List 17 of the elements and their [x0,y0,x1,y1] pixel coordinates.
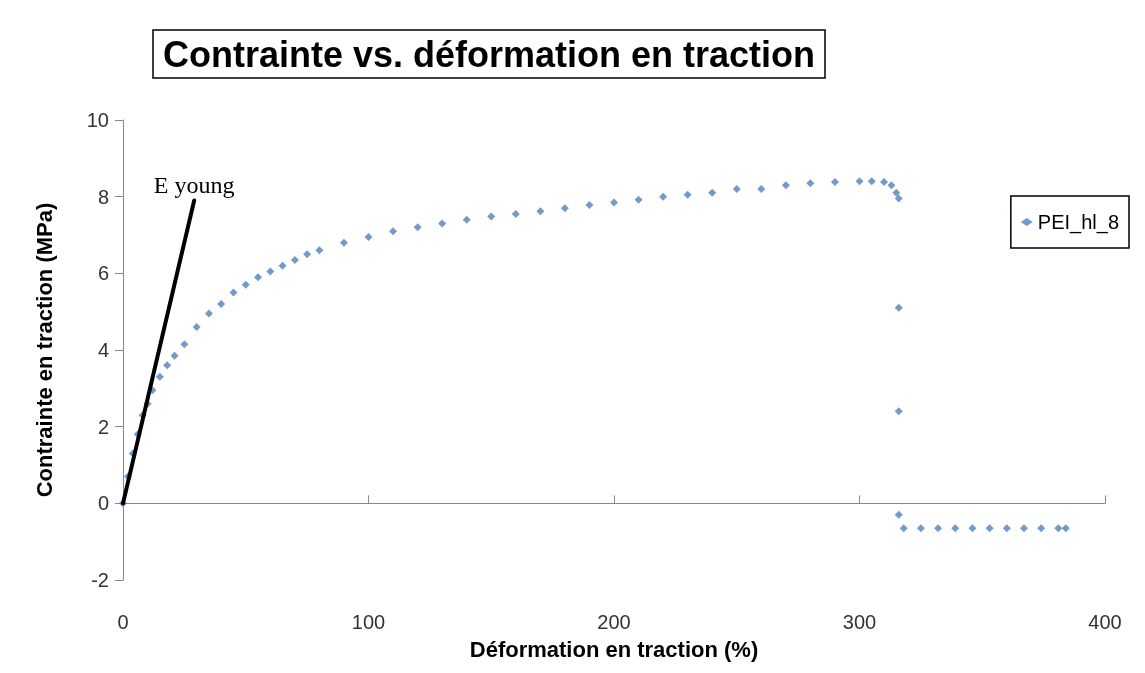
annotation: E young [153,171,235,198]
x-axis-title: Déformation en traction (%) [469,636,759,662]
y-axis-title: Contrainte en traction (MPa) [31,202,57,498]
y-tick-label: -2 [91,569,109,591]
x-tick-label: 0 [117,611,129,633]
legend-label: PEI_hl_8 [1037,211,1119,234]
x-tick-label: 400 [1088,611,1122,633]
chart-title: Contrainte vs. déformation en traction [163,33,816,75]
x-tick-label: 300 [842,611,877,633]
y-tick-label: 6 [97,262,109,285]
y-tick-label: 2 [97,415,109,438]
y-tick-label: 0 [97,492,109,515]
x-tick-label: 200 [597,611,631,633]
y-tick-label: 8 [97,185,109,208]
x-tick-label: 100 [351,611,386,633]
y-tick-label: 10 [86,109,109,131]
y-tick-label: 4 [97,339,109,361]
